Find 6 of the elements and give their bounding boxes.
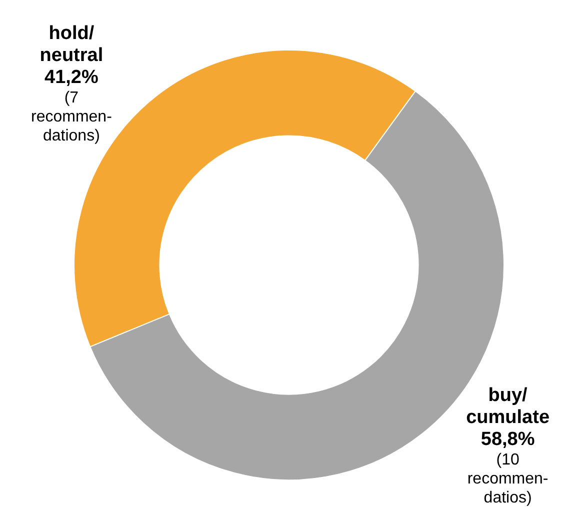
- slice-label: hold/ neutral: [40, 23, 104, 66]
- data-label: 58,8%: [480, 428, 535, 450]
- text: (7 recommen- dations): [30, 90, 112, 145]
- data-label: 41,2%: [44, 67, 98, 88]
- text: (10 recommen- datios): [467, 451, 548, 506]
- slice-label: buy/ cumulate: [466, 384, 550, 428]
